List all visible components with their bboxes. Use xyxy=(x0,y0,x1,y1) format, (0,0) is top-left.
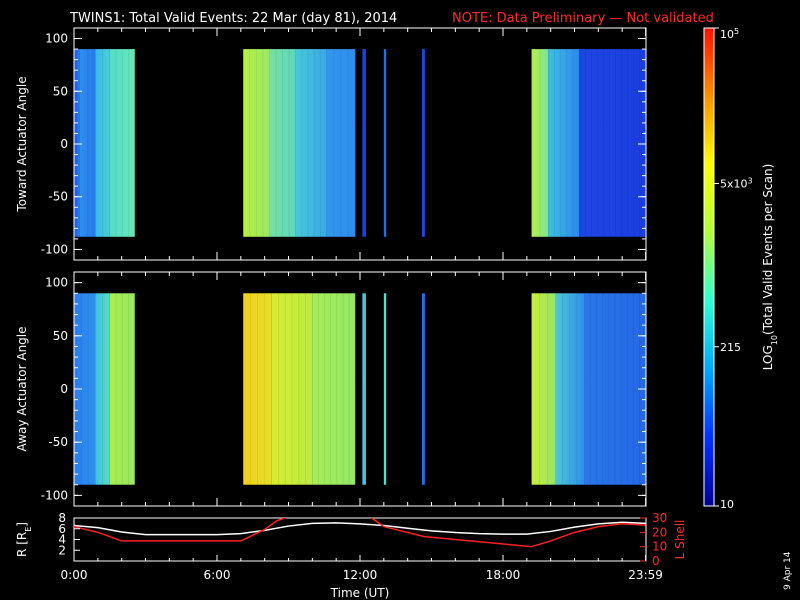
heatmap-segment xyxy=(269,49,296,237)
x-tick-label: 6:00 xyxy=(204,568,231,582)
heatmap-segment xyxy=(383,49,387,237)
toward-actuator-panel: 100 50 0 -50 -100 Toward Actuator Angle xyxy=(15,27,647,261)
l-shell-line xyxy=(74,518,646,548)
y-tick-label: 100 xyxy=(45,276,68,290)
y-tick-label: 0 xyxy=(60,382,68,396)
chart-title: TWINS1: Total Valid Events: 22 Mar (day … xyxy=(69,11,397,26)
y-tick-label: 6 xyxy=(58,522,66,536)
colorbar-label: LOG10(Total Valid Events per Scan) xyxy=(761,164,779,371)
away-actuator-panel: 100 50 0 -50 -100 Away Actuator Angle xyxy=(15,271,647,507)
colorbar-tick-label: 105 xyxy=(720,27,739,42)
heatmap-segment xyxy=(326,49,356,237)
y-tick-label: 8 xyxy=(58,511,66,525)
y-tick-label: -100 xyxy=(41,242,68,256)
heatmap-segment xyxy=(362,293,366,485)
heatmap-segment xyxy=(421,49,425,237)
x-axis-label: Time (UT) xyxy=(330,586,390,600)
heatmap-segment xyxy=(383,293,387,485)
heatmap-segment xyxy=(362,49,366,237)
y-tick-label: 4 xyxy=(58,533,66,547)
heatmap-segment xyxy=(548,49,580,237)
x-tick-label: 0:00 xyxy=(61,568,88,582)
heatmap-segment xyxy=(295,49,327,237)
y-tick-label: -100 xyxy=(41,488,68,502)
heatmap-segment xyxy=(109,49,135,237)
colorbar-tick-label: 215 xyxy=(720,341,741,354)
colorbar-scale xyxy=(704,28,714,506)
heatmap-segment xyxy=(579,49,646,237)
heatmap-segment xyxy=(95,49,110,237)
colorbar-frame xyxy=(703,27,715,507)
x-tick-label: 23:59 xyxy=(628,568,663,582)
heatmap-segment xyxy=(243,49,270,237)
radius-line xyxy=(74,521,646,536)
y-axis-label: Away Actuator Angle xyxy=(15,326,29,451)
y-tick-label: 50 xyxy=(53,329,68,343)
x-tick-label: 12:00 xyxy=(343,568,378,582)
heatmap-segment xyxy=(109,293,135,485)
heatmap-segment xyxy=(74,293,96,485)
y-tick-label: 100 xyxy=(45,32,68,46)
heatmap-segment xyxy=(421,293,425,485)
heatmap-segment xyxy=(531,49,549,237)
y-axis-label: R [RE] xyxy=(15,522,33,557)
heatmap-segment xyxy=(243,293,272,485)
heatmap-segment xyxy=(95,293,110,485)
y-right-tick-label: 30 xyxy=(652,511,667,525)
heatmap-segment xyxy=(79,49,96,237)
y-right-axis-label: L Shell xyxy=(673,520,687,560)
x-tick-label: 18:00 xyxy=(486,568,521,582)
y-right-tick-label: 0 xyxy=(652,554,660,568)
heatmap-segment xyxy=(312,293,356,485)
preliminary-note: NOTE: Data Preliminary — Not validated xyxy=(452,11,714,26)
y-right-tick-label: 20 xyxy=(652,525,667,539)
heatmap-segment xyxy=(74,49,80,237)
y-tick-label: -50 xyxy=(48,190,68,204)
y-tick-label: -50 xyxy=(48,435,68,449)
heatmap-segment xyxy=(531,293,556,485)
heatmap-segment xyxy=(555,293,585,485)
heatmap-segment xyxy=(271,293,313,485)
y-axis-label: Toward Actuator Angle xyxy=(15,76,29,212)
colorbar: 105 5x103 215 10 LOG10(Total Valid Events pe… xyxy=(703,27,779,511)
y-right-tick-label: 10 xyxy=(652,540,667,554)
y-tick-label: 2 xyxy=(58,543,66,557)
y-tick-label: 50 xyxy=(53,84,68,98)
y-tick-label: 0 xyxy=(60,137,68,151)
footer-date: 9 Apr 14 xyxy=(783,551,793,590)
colorbar-tick-label: 5x103 xyxy=(720,176,753,191)
colorbar-tick-label: 10 xyxy=(720,498,734,511)
heatmap-segment xyxy=(584,293,646,485)
